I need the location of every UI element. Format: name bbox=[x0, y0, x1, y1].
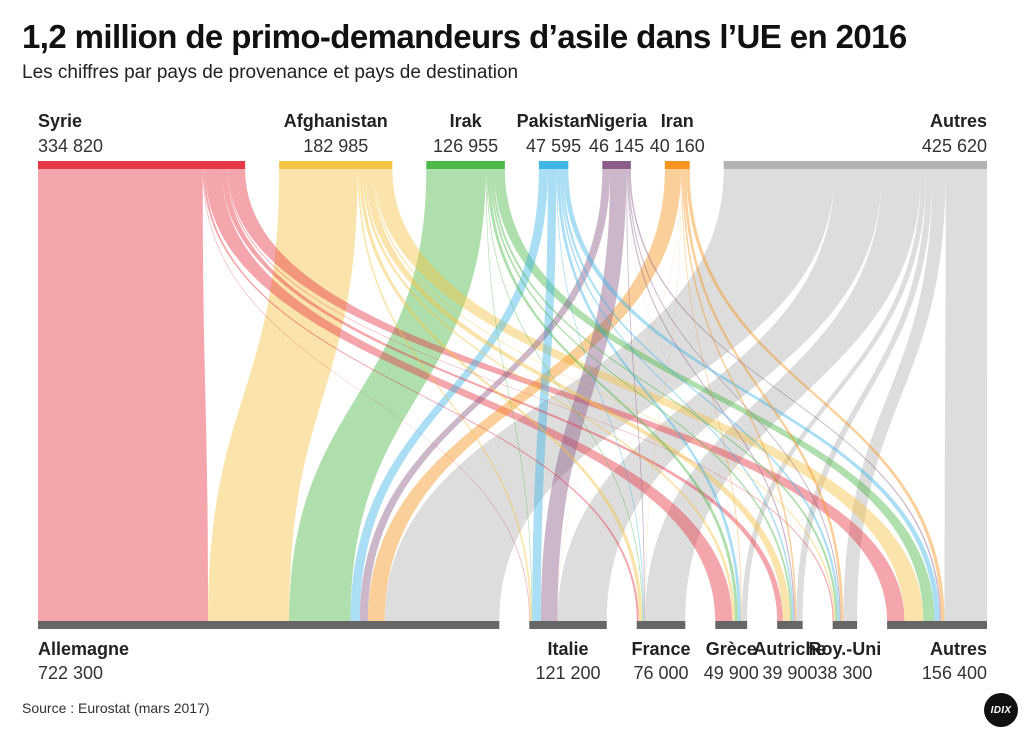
destination-bar-france bbox=[636, 621, 686, 629]
flow-syrie-to-france bbox=[203, 169, 639, 621]
flow-pakistan-to-italie bbox=[532, 169, 557, 621]
destination-bar-italie bbox=[529, 621, 607, 629]
flow-autres-to-autres bbox=[944, 169, 988, 621]
source-label-nigeria: Nigeria bbox=[586, 111, 648, 131]
flow-irak-to-roy-uni bbox=[491, 169, 838, 621]
destination-value-autriche: 39 900 bbox=[762, 663, 817, 683]
source-value-afghanistan: 182 985 bbox=[303, 136, 368, 156]
destination-bar-roy-uni bbox=[832, 621, 858, 629]
destination-label-allemagne: Allemagne bbox=[38, 639, 129, 659]
flow-iran-to-italie bbox=[557, 169, 682, 621]
flow-nigeria-to-grece bbox=[627, 169, 742, 621]
flow-autres-to-france bbox=[645, 169, 922, 621]
destination-value-allemagne: 722 300 bbox=[38, 663, 103, 683]
flow-autres-to-italie bbox=[557, 169, 883, 621]
flow-afghanistan-to-allemagne bbox=[208, 169, 358, 621]
destination-label-grece: Grèce bbox=[706, 639, 757, 659]
source-label-afghanistan: Afghanistan bbox=[284, 111, 388, 131]
source-label-autres: Autres bbox=[930, 111, 987, 131]
chart-title: 1,2 million de primo-demandeurs d’asile … bbox=[22, 18, 907, 55]
destination-label-autres: Autres bbox=[930, 639, 987, 659]
source-bar-pakistan bbox=[538, 161, 569, 169]
flow-irak-to-autres bbox=[494, 169, 935, 621]
nodes-layer bbox=[38, 161, 987, 629]
source-label-iran: Iran bbox=[661, 111, 694, 131]
source-bar-iran bbox=[664, 161, 690, 169]
source-value-irak: 126 955 bbox=[433, 136, 498, 156]
source-bar-syrie bbox=[38, 161, 246, 169]
flow-pakistan-to-allemagne bbox=[350, 169, 548, 621]
source-bar-nigeria bbox=[602, 161, 631, 169]
flow-afghanistan-to-grece bbox=[362, 169, 735, 621]
flow-syrie-to-roy-uni bbox=[227, 169, 834, 621]
destination-value-italie: 121 200 bbox=[536, 663, 601, 683]
chart-subtitle: Les chiffres par pays de provenance et p… bbox=[22, 62, 519, 83]
publisher-logo: IDIX bbox=[984, 693, 1018, 727]
source-note: Source : Eurostat (mars 2017) bbox=[22, 700, 210, 716]
flow-syrie-to-grece bbox=[205, 169, 733, 621]
destination-bar-autres bbox=[887, 621, 987, 629]
flow-autres-to-grece bbox=[741, 169, 927, 621]
flow-nigeria-to-italie bbox=[540, 169, 627, 621]
source-label-pakistan: Pakistan bbox=[517, 111, 591, 131]
destination-label-france: France bbox=[632, 639, 691, 659]
destination-bar-grece bbox=[715, 621, 748, 629]
flow-syrie-to-allemagne bbox=[38, 169, 209, 621]
flow-afghanistan-to-autriche bbox=[365, 169, 791, 621]
flows-layer bbox=[38, 169, 988, 621]
flow-afghanistan-to-autres bbox=[374, 169, 924, 621]
flow-pakistan-to-autriche bbox=[559, 169, 794, 621]
source-bar-afghanistan bbox=[279, 161, 393, 169]
destination-value-france: 76 000 bbox=[633, 663, 688, 683]
flow-iran-to-allemagne bbox=[367, 169, 682, 621]
destination-label-roy-uni: Roy.-Uni bbox=[809, 639, 882, 659]
source-bar-autres bbox=[723, 161, 987, 169]
flow-afghanistan-to-france bbox=[359, 169, 643, 621]
destination-value-grece: 49 900 bbox=[704, 663, 759, 683]
flow-irak-to-autriche bbox=[490, 169, 793, 621]
flow-irak-to-allemagne bbox=[289, 169, 486, 621]
flow-iran-to-autres bbox=[686, 169, 945, 621]
source-value-iran: 40 160 bbox=[650, 136, 705, 156]
source-bar-irak bbox=[426, 161, 505, 169]
flow-syrie-to-italie bbox=[202, 169, 530, 621]
flow-nigeria-to-allemagne bbox=[359, 169, 611, 621]
labels-layer: Syrie 334 820 Afghanistan 182 985 Irak 126 95… bbox=[38, 111, 987, 683]
source-value-autres: 425 620 bbox=[922, 136, 987, 156]
source-value-syrie: 334 820 bbox=[38, 136, 103, 156]
destination-label-autriche: Autriche bbox=[753, 639, 826, 659]
destination-value-autres: 156 400 bbox=[922, 663, 987, 683]
flow-nigeria-to-autres bbox=[629, 169, 942, 621]
flow-irak-to-italie bbox=[485, 169, 533, 621]
flow-nigeria-to-roy-uni bbox=[628, 169, 841, 621]
flow-autres-to-allemagne bbox=[384, 169, 835, 621]
flow-iran-to-roy-uni bbox=[683, 169, 844, 621]
flow-autres-to-roy-uni bbox=[843, 169, 946, 621]
flow-afghanistan-to-italie bbox=[357, 169, 532, 621]
destination-value-roy-uni: 38 300 bbox=[817, 663, 872, 683]
source-label-irak: Irak bbox=[450, 111, 483, 131]
flow-iran-to-france bbox=[644, 169, 682, 621]
source-label-syrie: Syrie bbox=[38, 111, 82, 131]
flow-iran-to-grece bbox=[681, 169, 742, 621]
flow-nigeria-to-france bbox=[626, 169, 645, 621]
flow-irak-to-france bbox=[486, 169, 644, 621]
flow-iran-to-autriche bbox=[682, 169, 797, 621]
flow-irak-to-grece bbox=[487, 169, 739, 621]
flow-autres-to-autriche bbox=[796, 169, 933, 621]
flow-pakistan-to-grece bbox=[556, 169, 741, 621]
flow-pakistan-to-france bbox=[556, 169, 645, 621]
flow-syrie-to-autres bbox=[228, 169, 905, 621]
flow-nigeria-to-autriche bbox=[627, 169, 795, 621]
destination-bar-allemagne bbox=[38, 621, 500, 629]
flow-syrie-to-autriche bbox=[221, 169, 783, 621]
flow-pakistan-to-autres bbox=[563, 169, 940, 621]
source-value-nigeria: 46 145 bbox=[589, 136, 644, 156]
source-value-pakistan: 47 595 bbox=[526, 136, 581, 156]
destination-bar-autriche bbox=[777, 621, 803, 629]
flow-afghanistan-to-roy-uni bbox=[372, 169, 836, 621]
destination-label-italie: Italie bbox=[548, 639, 589, 659]
flow-pakistan-to-roy-uni bbox=[561, 169, 840, 621]
